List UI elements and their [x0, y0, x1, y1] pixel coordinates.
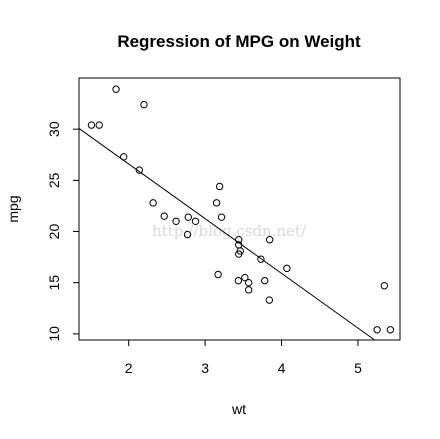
- data-point: [265, 296, 274, 304]
- chart-title: Regression of MPG on Weight: [117, 32, 361, 51]
- plot-frame: [78, 77, 401, 341]
- data-point: [283, 264, 291, 273]
- data-point: [212, 199, 221, 207]
- data-point: [265, 236, 274, 244]
- data-point: [135, 166, 144, 174]
- y-tick-label: 30: [46, 121, 62, 137]
- data-point: [217, 213, 226, 221]
- x-axis: 2 3 4 5: [125, 340, 362, 376]
- data-point: [235, 250, 243, 258]
- data-point: [184, 213, 192, 221]
- data-point: [112, 85, 120, 93]
- data-point: [373, 326, 381, 334]
- data-point: [215, 182, 224, 191]
- y-axis-label: mpg: [5, 195, 21, 222]
- x-tick-label: 5: [354, 360, 362, 376]
- data-points: [87, 85, 395, 334]
- plot-area: [78, 85, 395, 341]
- data-point: [244, 286, 253, 294]
- data-point: [160, 212, 168, 220]
- data-point: [244, 278, 253, 287]
- y-axis: 10 15 20 25 30: [46, 121, 79, 342]
- x-tick-label: 4: [278, 360, 286, 376]
- data-point: [234, 276, 243, 285]
- y-tick-label: 15: [46, 275, 62, 291]
- data-point: [172, 217, 180, 225]
- data-point: [261, 276, 269, 285]
- data-point: [87, 121, 96, 129]
- data-point: [386, 326, 395, 334]
- y-tick-label: 10: [46, 326, 62, 342]
- data-point: [241, 273, 249, 282]
- x-tick-label: 3: [201, 360, 209, 376]
- data-point: [149, 199, 157, 207]
- data-point: [191, 217, 200, 225]
- regression-line: [78, 128, 375, 341]
- data-point: [140, 100, 148, 109]
- regression-layer: [78, 128, 375, 341]
- y-tick-label: 25: [46, 172, 62, 188]
- y-tick-label: 20: [46, 224, 62, 240]
- x-axis-label: wt: [231, 401, 246, 417]
- data-point: [380, 282, 389, 290]
- data-point: [183, 230, 192, 239]
- data-point: [257, 255, 265, 263]
- data-point: [214, 270, 222, 279]
- x-tick-label: 2: [125, 360, 133, 376]
- data-point: [95, 121, 103, 129]
